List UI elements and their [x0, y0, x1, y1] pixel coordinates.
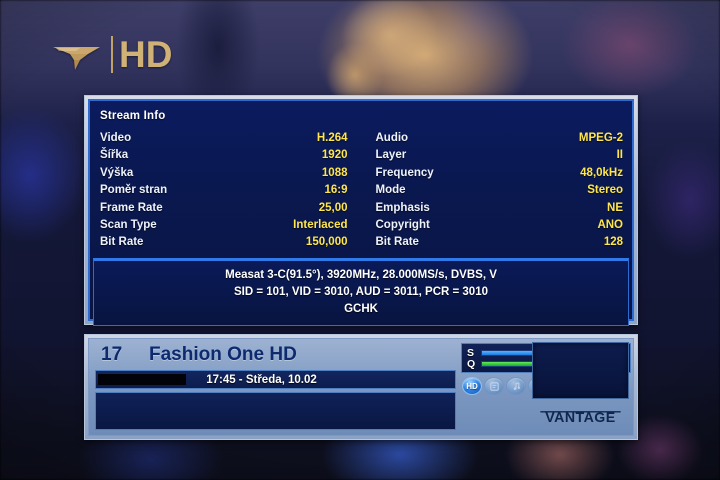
stream-info-label: Poměr stran — [100, 184, 168, 197]
preview-column: VANTAGE — [530, 342, 630, 436]
hd-badge-icon: HD — [462, 377, 482, 395]
epg-next-program[interactable] — [95, 392, 456, 430]
stream-info-row: Audio MPEG-2 — [376, 132, 624, 149]
stream-info-label: Šířka — [100, 149, 129, 162]
stream-info-left-column: Video H.264 Šířka 1920 Výška 1088 Poměr stran 1… — [100, 132, 362, 254]
transponder-info-box: Measat 3-C(91.5°), 3920MHz, 28.000MS/s, … — [93, 257, 629, 326]
stream-info-value: 1088 — [321, 166, 348, 179]
stream-info-label: Frame Rate — [100, 201, 163, 214]
stream-info-row: Copyright ANO — [376, 219, 624, 236]
stream-info-row: Emphasis NE — [376, 202, 624, 219]
stream-info-row: Mode Stereo — [376, 184, 624, 201]
channel-number: 17 — [101, 344, 123, 365]
stream-info-row: Video H.264 — [100, 132, 348, 149]
stream-info-value: 48,0kHz — [580, 166, 623, 179]
provider-code-line: GCHK — [344, 302, 378, 315]
channel-header: 17 Fashion One HD — [95, 343, 456, 367]
teletext-icon — [484, 377, 504, 395]
meter-label: S — [467, 346, 475, 359]
channel-info-bar: 17 Fashion One HD 17:45 - Středa, 10.02 … — [84, 334, 638, 440]
fashion-one-logo-icon — [50, 38, 106, 72]
stream-info-row: Výška 1088 — [100, 167, 348, 184]
status-icon-label: HD — [466, 381, 478, 391]
meter-label: Q — [467, 357, 476, 370]
stream-info-row: Layer II — [376, 149, 624, 166]
meter-fill — [482, 361, 580, 366]
stream-info-label: Video — [100, 132, 132, 144]
stream-info-label: Mode — [375, 184, 406, 197]
stream-info-value: H.264 — [316, 132, 348, 144]
stream-info-value: II — [616, 149, 623, 162]
stream-info-label: Copyright — [375, 218, 430, 231]
epg-current-time: 17:45 - Středa, 10.02 — [206, 373, 317, 386]
stream-info-label: Frequency — [375, 166, 434, 179]
stream-info-row: Poměr stran 16:9 — [100, 184, 348, 201]
stream-info-rows: Video H.264 Šířka 1920 Výška 1088 Poměr stran 1… — [90, 122, 632, 254]
preview-window[interactable] — [531, 342, 629, 399]
stream-info-value: 150,000 — [305, 236, 348, 249]
stream-info-row: Frame Rate 25,00 — [100, 202, 348, 219]
stream-info-value: 16:9 — [324, 184, 348, 197]
stream-info-row: Frequency 48,0kHz — [376, 167, 624, 184]
stream-info-label: Výška — [100, 166, 134, 179]
epg-progress-bar — [98, 374, 186, 385]
svg-text:VANTAGE: VANTAGE — [545, 410, 615, 426]
stream-info-value: 25,00 — [318, 201, 348, 214]
stream-info-label: Bit Rate — [375, 236, 419, 249]
stream-info-row: Scan Type Interlaced — [100, 219, 348, 236]
stream-info-value: ANO — [597, 218, 623, 231]
stream-info-label: Bit Rate — [100, 236, 144, 249]
stream-info-value: MPEG-2 — [578, 132, 623, 144]
stream-info-row: Šířka 1920 — [100, 149, 348, 166]
stream-info-value: 1920 — [321, 149, 348, 162]
vantage-brand-logo: VANTAGE — [532, 409, 629, 426]
channel-name: Fashion One HD — [149, 344, 297, 365]
stream-info-right-column: Audio MPEG-2 Layer II Frequency 48,0kHz Mode St… — [362, 132, 624, 254]
stream-info-row: Bit Rate 150,000 — [100, 236, 348, 253]
stream-info-panel: Stream Info Video H.264 Šířka 1920 Výška 1088… — [84, 95, 638, 326]
stream-info-value: Interlaced — [293, 218, 348, 231]
panel-title: Stream Info — [100, 110, 166, 122]
broadcaster-logo-text: HD — [111, 36, 172, 73]
stream-info-value: NE — [607, 201, 623, 214]
stream-info-label: Scan Type — [100, 218, 157, 231]
stream-info-value: Stereo — [587, 184, 623, 197]
transponder-line: Measat 3-C(91.5°), 3920MHz, 28.000MS/s, … — [225, 268, 497, 281]
stream-info-label: Layer — [375, 149, 407, 162]
stream-info-value: 128 — [603, 236, 623, 249]
stream-info-row: Bit Rate 128 — [376, 236, 624, 253]
service-ids-line: SID = 101, VID = 3010, AUD = 3011, PCR =… — [233, 285, 488, 298]
stream-info-label: Emphasis — [375, 201, 430, 214]
stream-info-inner: Stream Info Video H.264 Šířka 1920 Výška 1088… — [88, 99, 634, 326]
channel-info-inner: 17 Fashion One HD 17:45 - Středa, 10.02 … — [88, 338, 634, 436]
epg-current-program[interactable]: 17:45 - Středa, 10.02 — [95, 370, 456, 389]
stream-info-label: Audio — [375, 132, 409, 144]
channel-info-left: 17 Fashion One HD 17:45 - Středa, 10.02 — [89, 339, 461, 435]
broadcaster-logo: HD — [50, 36, 172, 73]
audio-note-icon — [506, 377, 526, 395]
